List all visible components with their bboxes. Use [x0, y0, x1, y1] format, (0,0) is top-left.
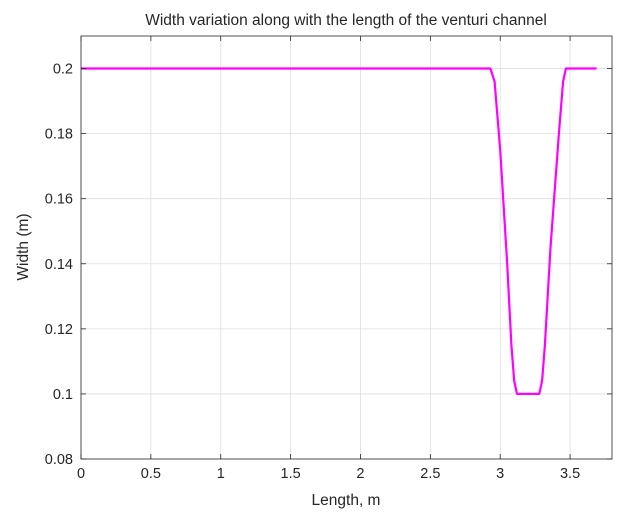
x-tick-label: 1: [217, 466, 225, 482]
y-tick-label: 0.2: [53, 62, 73, 78]
axis-ticks: 0 0.5 1 1.5 2 2.5 3 3.5 0.08 0.1 0.12 0.14 0.16 0.18 0…: [45, 36, 612, 482]
chart-title: Width variation along with the length of…: [145, 12, 547, 29]
y-tick-label: 0.14: [45, 257, 73, 273]
x-tick-label: 0.5: [141, 466, 161, 482]
plot-area: [81, 36, 612, 459]
y-axis-label: Width (m): [15, 213, 32, 280]
x-tick-label: 2: [356, 466, 364, 482]
x-tick-label: 2.5: [420, 466, 440, 482]
x-tick-label: 1.5: [281, 466, 301, 482]
y-tick-label: 0.1: [53, 387, 73, 403]
y-tick-label: 0.08: [45, 452, 73, 468]
x-tick-label: 3.5: [560, 466, 580, 482]
axes-box: [80, 35, 613, 460]
grid-lines: [80, 36, 612, 460]
x-axis-label: Length, m: [312, 492, 381, 509]
y-tick-label: 0.12: [45, 322, 73, 338]
x-tick-label: 0: [77, 466, 85, 482]
data-series: [81, 67, 597, 395]
series-line-1: [81, 67, 597, 395]
y-tick-label: 0.16: [45, 192, 73, 208]
x-tick-label: 3: [496, 466, 504, 482]
y-tick-label: 0.18: [45, 127, 73, 143]
